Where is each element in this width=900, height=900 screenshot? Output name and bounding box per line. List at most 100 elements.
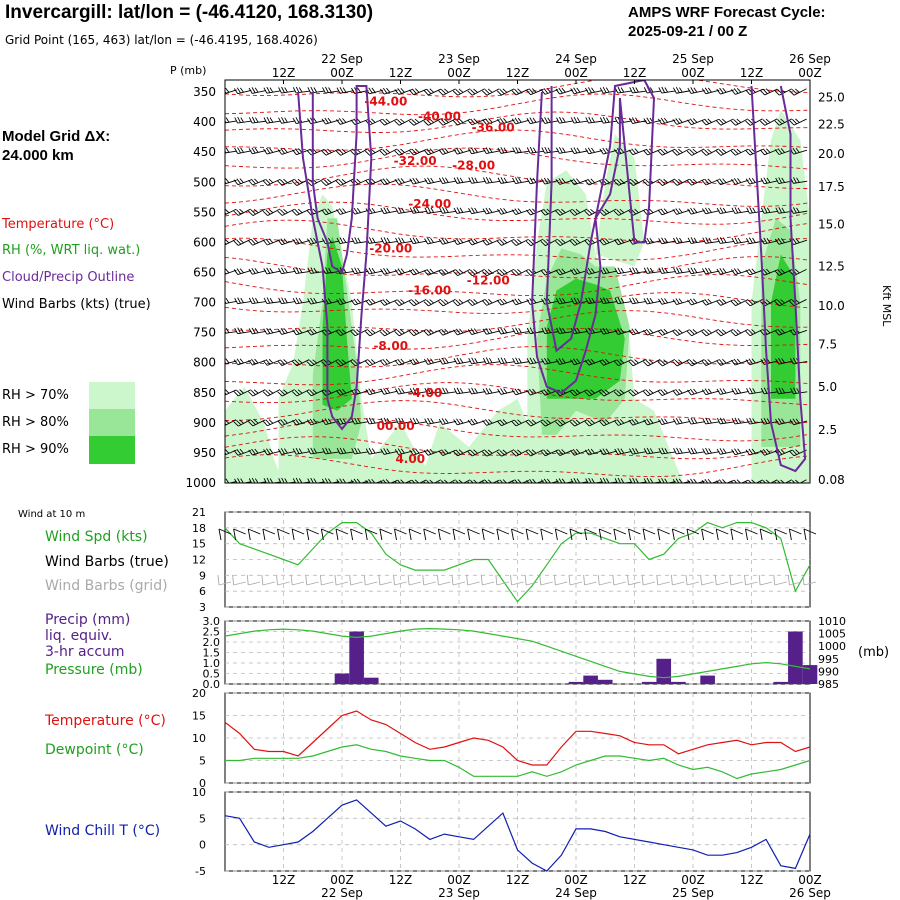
legend-wind: Wind Barbs (kts) (true) bbox=[2, 297, 151, 312]
barb-flag bbox=[643, 329, 648, 336]
barb-flag bbox=[283, 148, 288, 153]
barb-flag bbox=[482, 328, 487, 335]
barb-flag bbox=[605, 358, 610, 364]
barb-flag bbox=[620, 267, 625, 273]
barb-flag bbox=[781, 418, 785, 424]
barb-staff bbox=[603, 149, 617, 155]
barb-flag bbox=[774, 90, 780, 96]
barb-flag bbox=[766, 148, 771, 153]
barb-flag bbox=[371, 448, 376, 454]
barb-staff bbox=[647, 90, 661, 94]
wind-barb bbox=[599, 208, 617, 216]
barb-flag bbox=[415, 448, 420, 454]
wind-barb bbox=[774, 148, 793, 155]
barb-flag bbox=[444, 328, 449, 334]
barb-flag bbox=[401, 388, 405, 394]
barb-flag bbox=[605, 238, 610, 244]
barb-flag bbox=[284, 448, 288, 454]
wind10-barb bbox=[233, 528, 246, 535]
barb-flag bbox=[219, 450, 223, 456]
barb-flag bbox=[561, 449, 566, 454]
barb-staff bbox=[457, 88, 471, 96]
wind10-grid-barb bbox=[526, 581, 539, 586]
wind-barb bbox=[423, 328, 442, 336]
barb-flag bbox=[313, 267, 318, 273]
barb-flag bbox=[555, 210, 561, 216]
wind-barb bbox=[482, 88, 500, 96]
wind-barb bbox=[453, 238, 471, 246]
cross-section-content: -44.00-40.00-36.00-32.00 -28.00-24.00-20.… bbox=[219, 80, 810, 483]
wind-barb bbox=[482, 238, 500, 246]
barb-flag bbox=[704, 87, 710, 94]
barb-staff bbox=[617, 450, 632, 455]
wind-barb bbox=[438, 418, 457, 425]
barb-flag bbox=[529, 388, 534, 395]
kft-tick-label: 10.0 bbox=[818, 299, 845, 313]
barb-flag bbox=[687, 418, 692, 425]
wind-barb bbox=[687, 447, 705, 455]
p-tick-label: 650 bbox=[193, 265, 216, 279]
wind-barb bbox=[395, 207, 413, 214]
barb-flag bbox=[745, 178, 751, 185]
barb-flag bbox=[511, 270, 517, 276]
barb-staff bbox=[398, 299, 412, 307]
barb-flag bbox=[605, 448, 610, 454]
barb-flag bbox=[660, 208, 666, 215]
barb-flag bbox=[719, 267, 724, 274]
wind-barb bbox=[291, 359, 310, 367]
wind10-barb bbox=[672, 528, 685, 535]
wind-barb bbox=[730, 299, 749, 307]
barb-flag bbox=[499, 479, 505, 483]
barb-flag bbox=[254, 147, 259, 153]
barb-flag bbox=[512, 357, 516, 364]
wind10-grid-barb bbox=[599, 581, 612, 586]
barb-flag bbox=[382, 119, 388, 125]
barb-flag bbox=[280, 148, 285, 154]
wind-barb bbox=[365, 148, 383, 156]
barb-flag bbox=[251, 448, 256, 455]
barb-flag bbox=[342, 87, 347, 93]
barb-flag bbox=[380, 207, 385, 214]
barb-flag bbox=[321, 150, 327, 156]
barb-flag bbox=[250, 389, 256, 395]
barb-flag bbox=[453, 239, 458, 245]
barb-flag bbox=[234, 117, 238, 124]
barb-flag bbox=[503, 357, 508, 364]
barb-flag bbox=[452, 120, 458, 126]
cross-section-panel: -44.00-40.00-36.00-32.00 -28.00-24.00-20.… bbox=[219, 80, 810, 483]
barb-flag bbox=[599, 328, 604, 335]
barb-flag bbox=[745, 120, 751, 126]
barb-staff bbox=[691, 480, 705, 483]
barb-staff bbox=[662, 148, 676, 156]
barb-flag bbox=[526, 178, 531, 185]
wind10-grid-barb-flag bbox=[349, 574, 352, 586]
barb-flag bbox=[395, 388, 399, 395]
barb-flag bbox=[561, 358, 566, 364]
barb-flag bbox=[342, 448, 347, 454]
barb-flag bbox=[497, 208, 502, 215]
barb-staff bbox=[428, 118, 442, 126]
barb-flag bbox=[240, 147, 244, 153]
barb-flag bbox=[430, 177, 434, 183]
wind10m-tick-label: 21 bbox=[192, 506, 206, 519]
wind10-grid-barb-flag bbox=[553, 574, 556, 586]
barb-flag bbox=[702, 448, 707, 455]
barb-staff bbox=[676, 209, 691, 215]
barb-flag bbox=[278, 117, 282, 124]
wind-barb bbox=[570, 448, 588, 456]
barb-flag bbox=[737, 418, 742, 424]
barb-flag bbox=[558, 297, 563, 304]
barb-flag bbox=[572, 449, 578, 455]
dewpoint-line bbox=[225, 744, 811, 780]
barb-staff bbox=[383, 210, 398, 215]
barb-staff bbox=[734, 240, 749, 244]
barb-flag bbox=[341, 388, 347, 394]
barb-staff bbox=[690, 240, 705, 244]
barb-flag bbox=[543, 177, 549, 184]
barb-flag bbox=[266, 147, 271, 154]
barb-flag bbox=[733, 149, 739, 155]
barb-flag bbox=[470, 147, 475, 154]
barb-flag bbox=[367, 329, 373, 335]
wind10-barb bbox=[701, 528, 714, 535]
barb-staff bbox=[735, 118, 749, 126]
